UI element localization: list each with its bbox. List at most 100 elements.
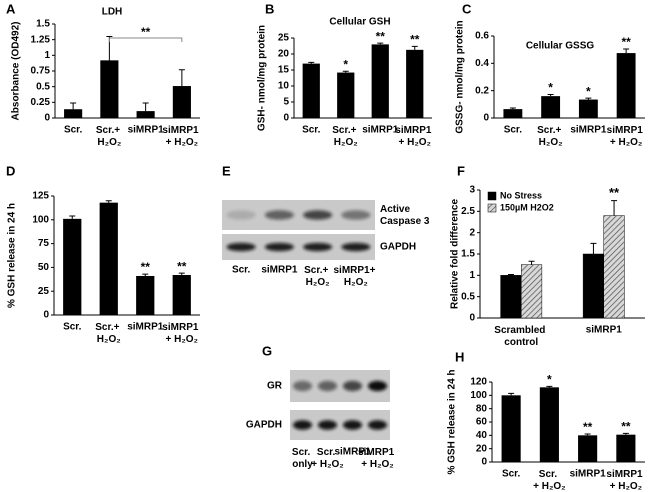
significance-marker: ** [609,185,620,200]
y-tick-label: 0 [483,113,489,124]
panel-letter: G [262,343,272,358]
x-tick-label: siMRP1 + H₂O₂ [395,125,434,148]
blot-band [264,210,294,220]
blot-band [343,420,362,430]
x-tick-label: Scr.+ H₂O₂ [95,322,122,345]
legend-label: No Stress [500,190,542,200]
error-bar [178,69,185,87]
y-tick-label: 25 [278,33,290,44]
y-tick-label: 100 [470,390,487,401]
y-tick-label: 0.4 [475,58,489,69]
significance-marker: ** [177,259,187,273]
y-tick-label: 25 [38,286,50,297]
bar [172,86,191,118]
y-tick-label: 1.5 [461,249,475,260]
error-bar [547,93,554,97]
y-tick-label: 20 [278,49,290,60]
x-tick-label: Scr. [302,125,321,136]
y-tick-label: 80 [476,403,488,414]
error-bar [622,432,629,435]
x-tick-label: siMRP1 [570,469,607,480]
error-bar [590,242,597,254]
blot-lane-label: Scr. only [292,447,313,470]
y-tick-label: 20 [476,443,488,454]
y-tick-label: 15 [278,65,290,76]
error-bar [142,273,149,276]
y-axis-label: GSSG- nmol/mg protein [455,20,466,133]
blot-band [293,380,312,392]
blot-lane-label: siMRP1 [334,447,371,458]
y-axis-label: Absorbance (OD492) [11,22,22,121]
y-tick-label: 2.5 [461,206,475,217]
y-tick-label: 1 [469,270,475,281]
blot-band [343,380,362,392]
y-tick-label: 5 [283,97,289,108]
error-bar [377,42,384,45]
error-bar [611,200,618,216]
blot-lane-label: Scr. [232,265,251,276]
blot-band [318,420,337,430]
bar [64,109,83,118]
y-tick-label: 60 [476,417,488,428]
x-tick-label: siMRP1 [362,125,399,136]
y-tick-label: 0.25 [31,97,51,108]
legend-swatch [487,203,497,213]
blot-band [226,242,256,252]
y-tick-label: 50 [38,262,50,273]
x-tick-label: Scrambled control [494,325,548,348]
blot-band [368,420,387,430]
bar [63,218,82,315]
panel-letter: D [6,163,15,178]
bar [100,60,119,118]
x-tick-label: Scr. [502,469,521,480]
bar [578,99,598,118]
y-tick-label: 3 [469,185,475,196]
panel-letter: A [6,1,16,16]
blot-band [341,210,371,220]
bar [406,49,424,119]
y-axis-label: % GSH release in 24 h [7,203,18,308]
bracket-label: ** [141,25,151,39]
x-tick-label: Scr. [504,125,523,136]
y-tick-label: 1 [44,50,50,61]
y-tick-label: 0.75 [31,66,51,77]
y-tick-label: 1.25 [31,34,51,45]
significance-marker: * [547,373,552,387]
bar [541,96,561,118]
chart-title: Cellular GSSG [526,41,595,52]
bar [521,264,543,319]
error-bar [509,107,516,110]
panel-letter: C [462,1,472,16]
bar [539,387,559,462]
significance-marker: ** [621,35,631,49]
x-tick-label: siMRP1 + H₂O₂ [162,125,201,148]
error-bar [585,97,592,100]
x-tick-label: Scr.+ H₂O₂ [332,125,359,148]
chart-title: Cellular GSH [329,17,390,28]
x-tick-label: siMRP1 + H₂O₂ [606,469,645,492]
y-tick-label: 120 [470,377,487,388]
bar [616,53,636,119]
y-tick-label: 0 [44,113,50,124]
y-tick-label: 0.5 [461,291,475,302]
chart-title: LDH [102,7,123,18]
bar [582,253,604,319]
blot-row-label: GAPDH [246,420,282,431]
x-tick-label: Scr. + H₂O₂ [533,469,566,492]
legend-label: 150µM H2O2 [500,202,554,212]
x-tick-label: siMRP1 + H₂O₂ [607,125,646,148]
y-axis-label: GSH- nmol/mg protein [257,25,268,131]
bar [172,275,191,315]
x-tick-label: siMRP1 [570,125,607,136]
bar [337,72,355,118]
blot-band [341,242,371,252]
error-bar [308,61,315,64]
error-bar [105,200,112,203]
error-bar [623,48,630,54]
blot-row-label: Active Caspase 3 [380,204,430,227]
panel-letter: B [265,1,274,16]
legend-swatch [487,191,497,201]
significance-marker: ** [141,260,151,274]
panel-letter: E [222,163,231,178]
